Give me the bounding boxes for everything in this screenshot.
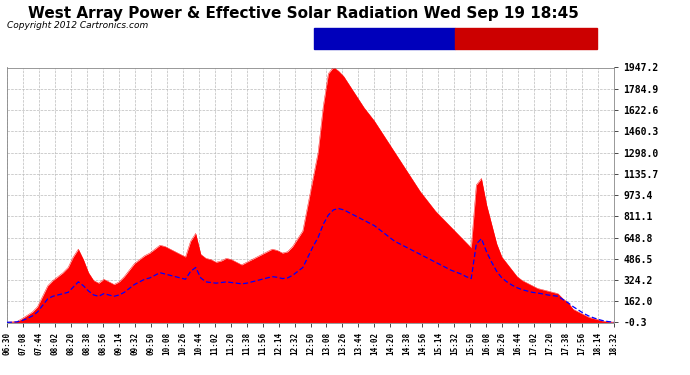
Text: Copyright 2012 Cartronics.com: Copyright 2012 Cartronics.com: [7, 21, 148, 30]
Text: West Array Power & Effective Solar Radiation Wed Sep 19 18:45: West Array Power & Effective Solar Radia…: [28, 6, 579, 21]
Text: West Array (DC Watts): West Array (DC Watts): [471, 34, 581, 43]
Text: Radiation (Effective w/m2): Radiation (Effective w/m2): [317, 34, 453, 43]
